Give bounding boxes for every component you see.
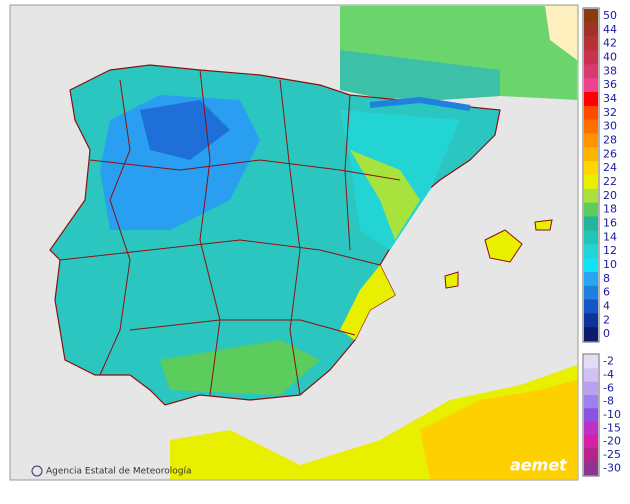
legend-label: 8	[603, 272, 610, 285]
border	[59, 239, 381, 266]
legend-label: 2	[603, 313, 610, 326]
legend-swatch	[584, 36, 598, 51]
legend-swatch	[584, 105, 598, 120]
legend-label: -10	[603, 408, 621, 421]
guadalquivir	[160, 340, 320, 395]
legend-label: 4	[603, 299, 610, 312]
legend-swatch	[584, 64, 598, 79]
legend-swatch	[584, 313, 598, 328]
legend-swatch	[584, 78, 598, 93]
legend-swatch	[584, 355, 598, 369]
legend-label: 30	[603, 120, 617, 133]
legend-label: 32	[603, 106, 617, 119]
legend-swatch	[584, 408, 598, 422]
legend-swatch	[584, 258, 598, 273]
legend-swatch	[584, 271, 598, 286]
legend-label: -2	[603, 355, 614, 368]
ebro-valley	[350, 150, 420, 240]
logo: aemet	[510, 456, 568, 475]
legend-label: 28	[603, 133, 617, 146]
copyright-icon	[31, 465, 43, 477]
france-warm	[545, 6, 577, 60]
legend-label: 36	[603, 78, 617, 91]
legend-label: -15	[603, 421, 621, 434]
legend-swatch	[584, 147, 598, 162]
legend-swatch	[584, 299, 598, 314]
legend-swatch	[584, 188, 598, 203]
africa-warm	[420, 380, 577, 479]
legend-label: 22	[603, 175, 617, 188]
france-south	[340, 50, 500, 100]
legend-swatch	[584, 244, 598, 259]
border	[279, 79, 301, 396]
legend-label: -4	[603, 368, 614, 381]
legend-swatch	[584, 285, 598, 300]
legend-swatch	[584, 92, 598, 107]
province-borders	[59, 69, 401, 396]
legend-label: 24	[603, 161, 617, 174]
legend-label: 18	[603, 203, 617, 216]
legend-swatch	[584, 327, 598, 342]
legend-swatch	[584, 216, 598, 231]
legend-swatch	[584, 22, 598, 37]
legend-swatch	[584, 230, 598, 245]
border	[199, 69, 221, 396]
legend-swatch	[584, 9, 598, 24]
legend-label: 26	[603, 147, 617, 160]
legend-swatch	[584, 448, 598, 462]
legend-label: -25	[603, 448, 621, 461]
legend-label: -20	[603, 435, 621, 448]
legend-label: 10	[603, 258, 617, 271]
legend-swatch	[584, 435, 598, 449]
menorca	[534, 219, 553, 231]
legend-label: 0	[603, 327, 610, 340]
legend-swatch	[584, 368, 598, 382]
legend-swatch	[584, 133, 598, 148]
legend-label: 20	[603, 189, 617, 202]
legend-swatch	[584, 50, 598, 65]
legend-label: 14	[603, 230, 617, 243]
legend-swatch	[584, 395, 598, 409]
east-coast	[340, 265, 395, 340]
border	[344, 94, 351, 251]
legend-label: 12	[603, 244, 617, 257]
legend-label: 34	[603, 92, 617, 105]
border	[99, 79, 131, 376]
legend-label: -6	[603, 381, 614, 394]
legend-swatch	[584, 202, 598, 217]
border	[129, 319, 356, 336]
legend-swatch	[584, 381, 598, 396]
legend-swatch	[584, 461, 598, 476]
border	[89, 159, 401, 181]
ibiza	[444, 271, 459, 289]
legend-swatch	[584, 175, 598, 190]
legend-swatch	[584, 161, 598, 176]
mallorca	[484, 229, 523, 263]
legend-label: 42	[603, 37, 617, 50]
legend-label: 6	[603, 286, 610, 299]
pyrenees	[369, 96, 471, 111]
legend-label: -30	[603, 461, 621, 474]
legend-frame	[582, 7, 600, 343]
legend-label: 44	[603, 23, 617, 36]
legend-label: 50	[603, 9, 617, 22]
legend-label: 38	[603, 64, 617, 77]
legend-label: 40	[603, 50, 617, 63]
credit: Agencia Estatal de Meteorología	[46, 467, 192, 477]
legend-label: -8	[603, 395, 614, 408]
legend-frame	[582, 353, 600, 477]
meseta-colder	[140, 100, 230, 160]
legend-label: 16	[603, 216, 617, 229]
legend-swatch	[584, 421, 598, 436]
legend-swatch	[584, 119, 598, 134]
